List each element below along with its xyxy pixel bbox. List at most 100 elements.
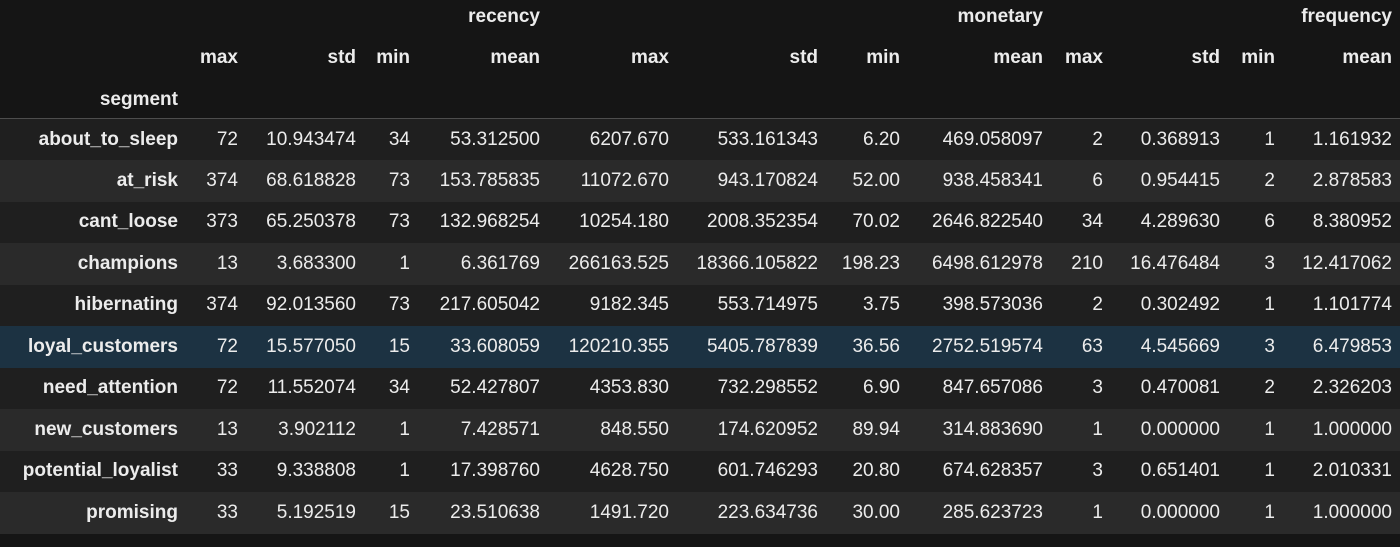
header-blank (548, 0, 677, 34)
column-header-max: max (1064, 47, 1103, 68)
table-row[interactable]: hibernating 374 92.013560 73 217.605042 9182.… (0, 284, 1400, 326)
table-cell: 70.02 (852, 211, 900, 233)
table-cell: 12.417062 (1302, 252, 1392, 274)
row-label: at_risk (116, 169, 178, 191)
table-cell: 210 (1071, 252, 1103, 274)
column-header-mean: mean (1342, 47, 1392, 68)
table-cell: 314.883690 (942, 418, 1043, 440)
table-cell: 374 (206, 294, 238, 316)
table-cell: 34 (388, 377, 410, 399)
table-cell: 33 (216, 501, 238, 523)
table-cell: 9.338808 (276, 460, 356, 482)
table-cell: 2 (1092, 128, 1103, 150)
column-header-max: max (199, 47, 238, 68)
table-cell: 16.476484 (1130, 252, 1220, 274)
table-cell: 174.620952 (717, 418, 818, 440)
header-blank (1051, 0, 1111, 34)
table-cell: 533.161343 (717, 128, 818, 150)
table-cell: 120210.355 (568, 335, 669, 357)
table-cell: 17.398760 (450, 460, 540, 482)
table-row[interactable]: cant_loose 373 65.250378 73 132.968254 10254.… (0, 201, 1400, 243)
table-cell: 1 (1264, 460, 1275, 482)
row-label: new_customers (34, 418, 178, 440)
table-cell: 20.80 (852, 460, 900, 482)
row-label: champions (77, 252, 178, 274)
table-cell: 847.657086 (942, 377, 1043, 399)
column-header-std: std (789, 47, 819, 68)
column-header-mean: mean (490, 47, 540, 68)
table-row[interactable]: new_customers 13 3.902112 1 7.428571 848.550 1… (0, 409, 1400, 451)
table-cell: 2.878583 (1312, 169, 1392, 191)
column-header-min: min (376, 47, 410, 68)
table-row[interactable]: potential_loyalist 33 9.338808 1 17.398760 46… (0, 450, 1400, 492)
table-cell: 732.298552 (717, 377, 818, 399)
column-group-frequency: frequency (1301, 6, 1392, 27)
table-cell: 469.058097 (942, 128, 1043, 150)
table-cell: 4628.750 (589, 460, 669, 482)
table-cell: 6.361769 (460, 252, 540, 274)
table-cell: 92.013560 (266, 294, 356, 316)
table-cell: 34 (388, 128, 410, 150)
table-cell: 15.577050 (266, 335, 356, 357)
row-label: hibernating (74, 294, 178, 316)
table-cell: 68.618828 (266, 169, 356, 191)
row-label: about_to_sleep (38, 128, 178, 150)
table-cell: 553.714975 (717, 294, 818, 316)
table-cell: 73 (388, 169, 410, 191)
table-cell: 601.746293 (717, 460, 818, 482)
table-cell: 89.94 (852, 418, 900, 440)
table-cell: 3 (1092, 460, 1103, 482)
table-cell: 5405.787839 (707, 335, 818, 357)
table-cell: 4.545669 (1140, 335, 1220, 357)
table-cell: 223.634736 (717, 501, 818, 523)
table-cell: 2008.352354 (707, 211, 818, 233)
column-group-monetary: monetary (957, 6, 1043, 27)
table-cell: 1 (399, 418, 410, 440)
table-cell: 1 (1264, 128, 1275, 150)
table-cell: 2.326203 (1312, 377, 1392, 399)
header-row-index: segment (0, 82, 1400, 119)
table-cell: 0.954415 (1140, 169, 1220, 191)
dataframe-table: recency monetary frequency max std min mean… (0, 0, 1400, 534)
index-name: segment (99, 89, 178, 110)
table-cell: 6207.670 (589, 128, 669, 150)
table-cell: 11.552074 (267, 377, 356, 399)
header-blank (246, 0, 364, 34)
table-cell: 2646.822540 (932, 211, 1043, 233)
header-blank (1111, 0, 1228, 34)
table-cell: 9182.345 (589, 294, 669, 316)
header-blank (186, 0, 246, 34)
header-row-top: recency monetary frequency (0, 0, 1400, 34)
table-cell: 1 (1264, 418, 1275, 440)
table-cell: 398.573036 (942, 294, 1043, 316)
table-cell: 1.000000 (1312, 501, 1392, 523)
table-cell: 34 (1081, 211, 1103, 233)
header-blank (0, 34, 186, 82)
column-header-mean: mean (993, 47, 1043, 68)
table-cell: 217.605042 (439, 294, 540, 316)
table-cell: 0.651401 (1140, 460, 1220, 482)
table-row[interactable]: at_risk 374 68.618828 73 153.785835 11072.670… (0, 160, 1400, 202)
table-row[interactable]: champions 13 3.683300 1 6.361769 266163.525 18… (0, 243, 1400, 285)
row-label: loyal_customers (28, 335, 178, 357)
row-label: cant_loose (78, 211, 178, 233)
table-cell: 18366.105822 (696, 252, 818, 274)
table-cell: 65.250378 (266, 211, 356, 233)
table-cell: 3 (1092, 377, 1103, 399)
table-row[interactable]: about_to_sleep 72 10.943474 34 53.312500 6207… (0, 118, 1400, 160)
table-cell: 3.75 (863, 294, 900, 316)
table-cell: 33.608059 (450, 335, 540, 357)
table-cell: 1 (1264, 294, 1275, 316)
table-cell: 30.00 (852, 501, 900, 523)
table-cell: 0.368913 (1140, 128, 1220, 150)
column-group-recency: recency (468, 6, 540, 27)
table-cell: 15 (388, 335, 410, 357)
table-row[interactable]: promising 33 5.192519 15 23.510638 1491.720 22… (0, 492, 1400, 534)
table-cell: 0.470081 (1140, 377, 1220, 399)
table-cell: 2 (1264, 169, 1275, 191)
table-row[interactable]: loyal_customers 72 15.577050 15 33.608059 120… (0, 326, 1400, 368)
table-row[interactable]: need_attention 72 11.552074 34 52.427807 4353… (0, 367, 1400, 409)
table-cell: 5.192519 (276, 501, 356, 523)
table-cell: 1.000000 (1312, 418, 1392, 440)
column-header-std: std (327, 47, 357, 68)
